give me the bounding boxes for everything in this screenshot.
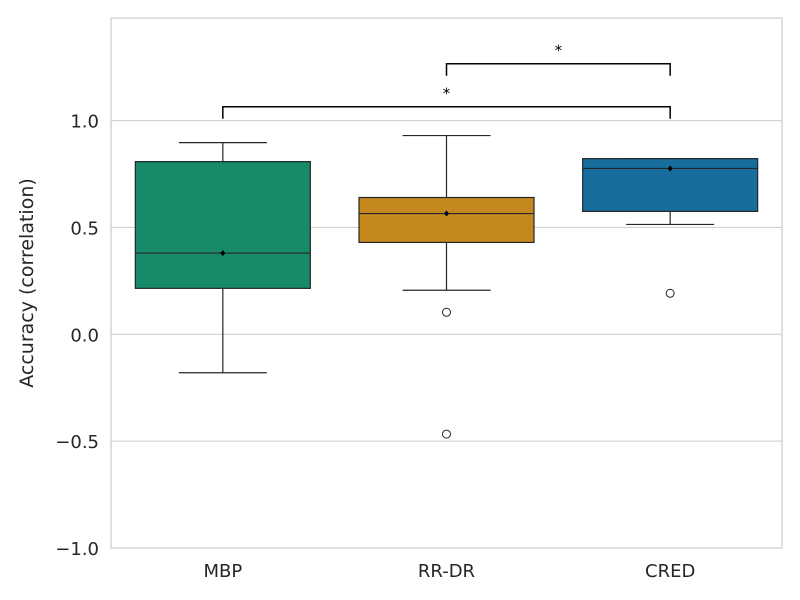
x-tick-label: CRED — [645, 561, 695, 582]
box-iqr — [358, 196, 535, 243]
y-axis-label: Accuracy (correlation) — [16, 178, 38, 388]
box-cred — [582, 158, 759, 298]
outlier-point — [442, 307, 451, 317]
significance-bracket — [445, 62, 671, 76]
x-tick-label: RR-DR — [418, 561, 475, 582]
outlier-point — [665, 288, 675, 298]
x-tick-label: MBP — [203, 561, 242, 582]
significance-label: * — [443, 85, 451, 103]
mean-marker — [444, 210, 449, 217]
y-tick-label: −1.0 — [55, 539, 99, 560]
significance-label: * — [555, 42, 563, 60]
y-tick-label: −0.5 — [55, 432, 99, 453]
mean-marker — [220, 250, 226, 257]
significance-bracket — [222, 105, 671, 119]
box-iqr — [134, 161, 311, 289]
box-rr-dr — [358, 134, 535, 439]
y-tick-label: 0.5 — [70, 218, 99, 239]
outlier-point — [442, 429, 451, 439]
box-mbp — [134, 141, 311, 374]
mean-marker — [667, 165, 673, 172]
y-tick-label: 1.0 — [70, 112, 99, 133]
y-tick-label: 0.0 — [70, 325, 99, 346]
plot-frame — [110, 17, 783, 549]
